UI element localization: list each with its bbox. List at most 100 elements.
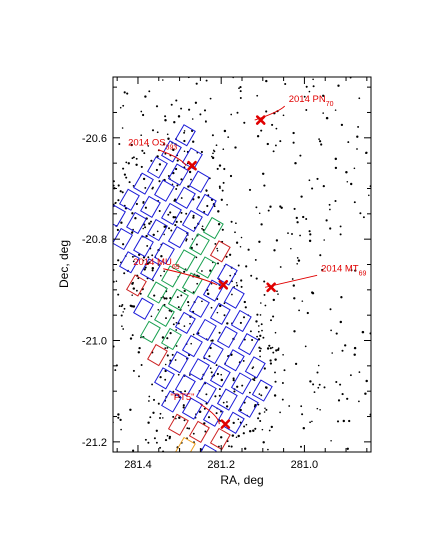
star-point (335, 380, 338, 384)
y-axis-title: Dec, deg (57, 240, 71, 288)
star-point (318, 383, 321, 386)
star-point (227, 136, 230, 138)
star-point (138, 375, 140, 378)
star-point (191, 118, 194, 120)
star-point (215, 144, 218, 147)
star-point (184, 390, 187, 393)
star-point (330, 440, 332, 442)
star-point (153, 437, 156, 440)
star-point (226, 401, 228, 403)
star-point (152, 233, 155, 236)
star-point (308, 90, 311, 93)
field-footprint (202, 404, 224, 427)
star-point (335, 332, 338, 335)
star-point (269, 362, 273, 365)
star-point (244, 306, 247, 309)
star-point (304, 345, 307, 348)
star-point (294, 362, 298, 366)
kbo-detections: 2014 PN70 2014 OS393 2014 MU69 2014 MT69 "PT… (128, 94, 367, 429)
star-point (337, 84, 340, 87)
star-point (316, 407, 319, 410)
star-point (297, 259, 301, 262)
star-point (170, 229, 173, 232)
star-point (267, 209, 270, 212)
star-point (140, 110, 143, 113)
star-point (195, 82, 198, 85)
star-point (362, 216, 365, 219)
star-point (200, 150, 203, 154)
star-point (147, 421, 150, 424)
star-point (299, 234, 302, 237)
star-point (117, 184, 120, 187)
star-point (349, 374, 352, 377)
star-point (122, 104, 125, 107)
star-point (201, 300, 203, 303)
star-point (251, 338, 254, 342)
star-point (175, 99, 178, 102)
star-point (339, 320, 343, 324)
star-point (231, 293, 233, 296)
star-point (300, 445, 302, 448)
star-point (189, 322, 191, 325)
star-point (270, 425, 273, 429)
star-point (129, 337, 133, 340)
star-point (135, 157, 138, 160)
star-point (180, 211, 183, 214)
star-point (153, 294, 156, 297)
star-point (183, 131, 186, 134)
star-point (149, 416, 152, 419)
star-point (117, 293, 120, 296)
star-point (294, 161, 297, 165)
star-point (226, 322, 229, 325)
star-point (209, 346, 212, 350)
star-point (126, 92, 129, 95)
star-point (132, 260, 135, 263)
star-point (166, 337, 169, 340)
star-point (358, 97, 361, 100)
star-point (144, 186, 147, 189)
field-footprint (174, 124, 196, 147)
star-point (259, 355, 261, 358)
star-point (140, 165, 143, 168)
y-tick-label: -20.6 (82, 133, 107, 145)
star-point (129, 408, 132, 412)
star-point (167, 213, 170, 216)
star-point (365, 379, 368, 383)
star-point (249, 330, 252, 333)
star-point (143, 152, 146, 155)
star-point (209, 367, 212, 370)
star-point (142, 177, 146, 181)
star-point (247, 248, 250, 251)
star-point (308, 230, 311, 233)
star-point (211, 155, 213, 158)
star-point (330, 329, 332, 332)
star-point (228, 445, 230, 448)
star-point (248, 188, 252, 191)
star-point (151, 254, 154, 257)
star-point (121, 325, 123, 327)
star-point (169, 297, 172, 300)
star-point (240, 285, 243, 288)
star-point (347, 141, 350, 144)
star-point (256, 335, 258, 338)
star-point (263, 411, 266, 413)
star-point (119, 106, 122, 109)
star-point (252, 378, 255, 381)
star-point (122, 328, 125, 330)
star-point (309, 421, 311, 424)
star-point (120, 314, 123, 317)
star-point (277, 347, 280, 350)
field-footprint (154, 367, 175, 390)
star-point (114, 369, 117, 372)
star-point (169, 332, 172, 335)
star-point (122, 167, 125, 170)
star-point (265, 386, 268, 389)
star-point (131, 294, 133, 296)
star-point (232, 378, 235, 382)
star-point (261, 172, 265, 176)
star-point (168, 437, 171, 440)
star-point (220, 436, 223, 439)
star-point (159, 412, 162, 415)
star-point (205, 79, 208, 82)
star-point (237, 434, 240, 438)
